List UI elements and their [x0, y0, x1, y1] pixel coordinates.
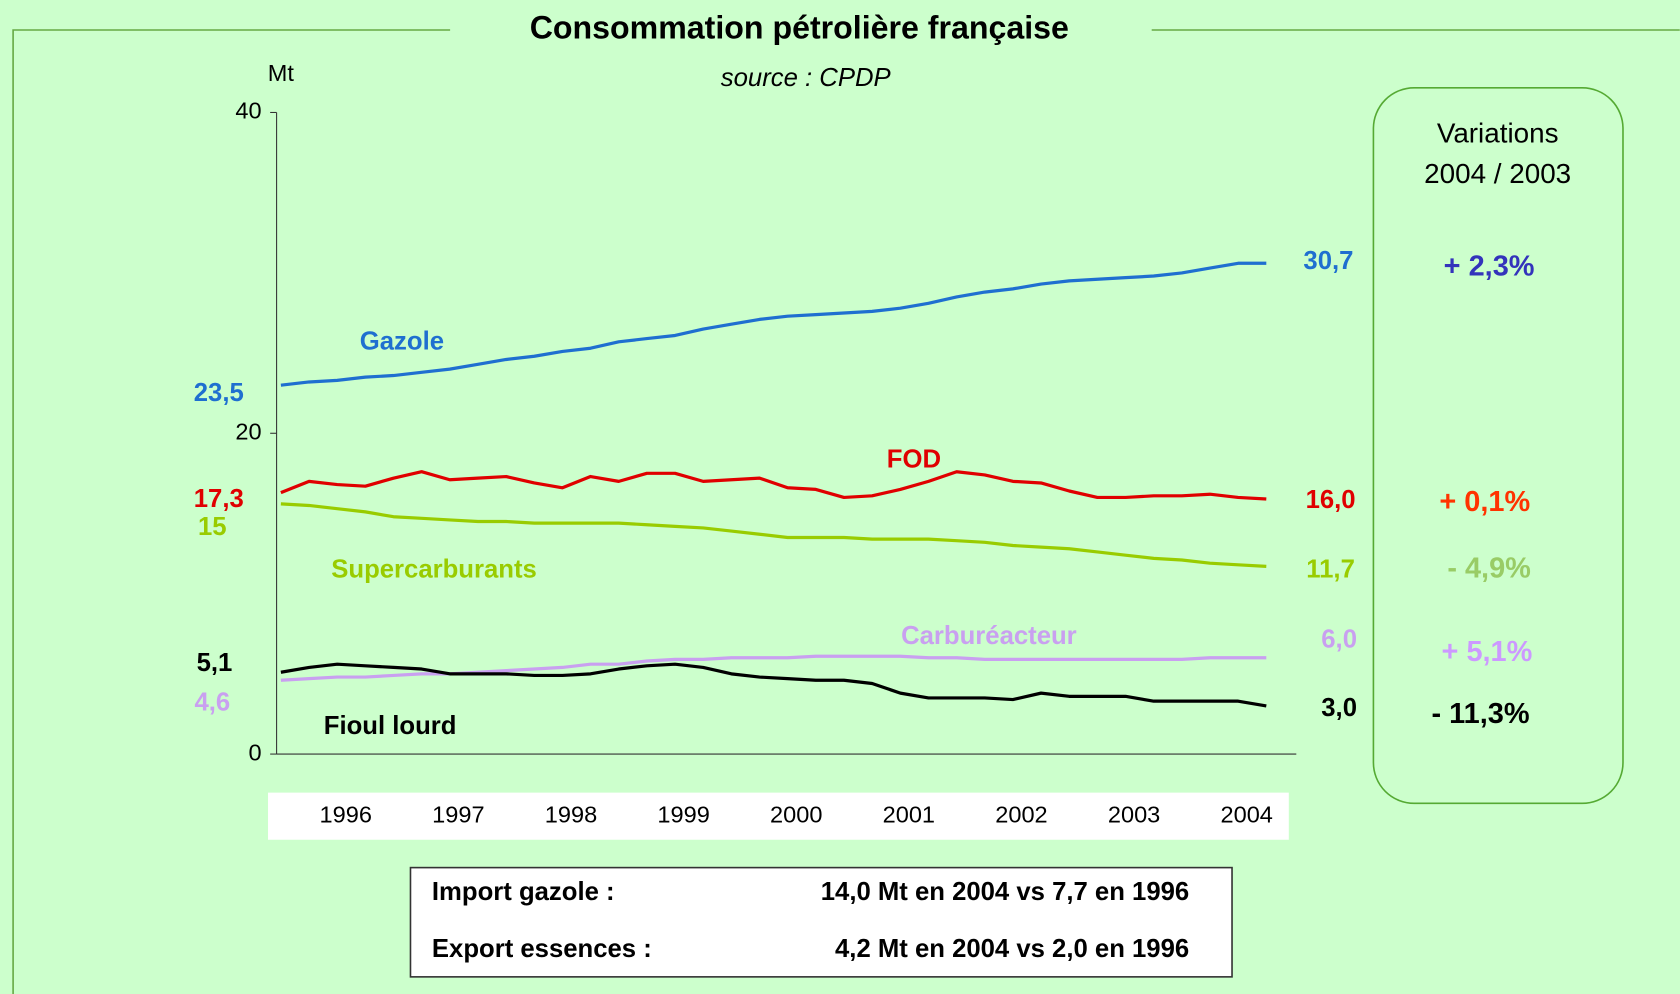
start-label: 4,6 [194, 689, 230, 717]
end-label: 16,0 [1306, 486, 1356, 514]
series-line [280, 261, 1267, 387]
end-label: 30,7 [1303, 247, 1353, 275]
start-label: 17,3 [194, 485, 244, 513]
series-label: Gazole [360, 328, 444, 356]
y-tick-label: 0 [248, 739, 261, 765]
chart-title: Consommation pétrolière française [530, 9, 1069, 45]
variation: + 2,3% [1444, 250, 1535, 282]
series-label: Carburéacteur [901, 622, 1077, 650]
x-tick-label: 2001 [883, 801, 935, 827]
x-tick-label: 1998 [545, 801, 597, 827]
variation: + 5,1% [1442, 636, 1533, 668]
note-label: Import gazole : [432, 878, 615, 906]
start-label: 5,1 [197, 649, 233, 677]
series-line [280, 502, 1267, 569]
start-label: 15 [198, 513, 227, 541]
y-tick-label: 20 [235, 418, 261, 444]
variation: + 0,1% [1439, 486, 1530, 518]
x-tick-label: 1997 [432, 801, 484, 827]
start-label: 23,5 [194, 379, 244, 407]
note-text: 14,0 Mt en 2004 vs 7,7 en 1996 [821, 878, 1189, 906]
series-line [280, 470, 1267, 501]
x-tick-label: 1996 [320, 801, 372, 827]
x-label-strip [268, 792, 1289, 840]
end-label: 3,0 [1321, 694, 1357, 722]
variations-title: Variations [1437, 117, 1559, 148]
variation: - 11,3% [1432, 698, 1530, 730]
note-label: Export essences : [432, 935, 652, 963]
x-tick-label: 2002 [995, 801, 1047, 827]
x-tick-label: 2004 [1221, 801, 1273, 827]
end-label: 6,0 [1321, 625, 1357, 653]
x-tick-label: 2003 [1108, 801, 1160, 827]
x-tick-label: 1999 [657, 801, 709, 827]
y-tick-label: 40 [235, 98, 261, 124]
variations-title: 2004 / 2003 [1424, 158, 1571, 189]
end-label: 11,7 [1306, 556, 1355, 584]
notes-box [409, 866, 1233, 978]
subtitle: source : CPDP [721, 64, 891, 92]
series-label: Supercarburants [331, 556, 537, 584]
variations-box [1372, 87, 1624, 805]
x-tick-label: 2000 [770, 801, 822, 827]
variation: - 4,9% [1447, 552, 1531, 584]
note-text: 4,2 Mt en 2004 vs 2,0 en 1996 [835, 935, 1189, 963]
frame [12, 29, 451, 994]
y-axis-label: Mt [268, 60, 295, 86]
series-label: Fioul lourd [324, 712, 457, 740]
series-line [280, 662, 1267, 708]
series-label: FOD [887, 445, 941, 473]
